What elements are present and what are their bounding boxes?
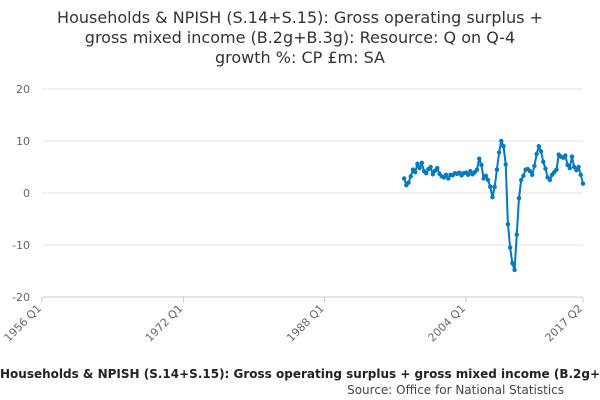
- data-point[interactable]: [477, 156, 482, 161]
- data-point[interactable]: [419, 160, 424, 166]
- data-point[interactable]: [424, 171, 429, 176]
- x-tick-label: 2017 Q2: [543, 302, 586, 345]
- y-tick-label: 10: [16, 135, 30, 148]
- series-line: [403, 140, 584, 271]
- data-point[interactable]: [565, 162, 570, 168]
- data-point[interactable]: [505, 222, 511, 227]
- data-point[interactable]: [576, 164, 581, 170]
- data-point[interactable]: [417, 165, 422, 171]
- data-point[interactable]: [483, 173, 489, 179]
- data-point[interactable]: [499, 138, 504, 144]
- data-point[interactable]: [490, 194, 495, 200]
- data-point[interactable]: [428, 164, 433, 170]
- x-tick-label: 2004 Q1: [426, 302, 469, 345]
- data-point[interactable]: [527, 168, 533, 174]
- data-point[interactable]: [530, 172, 535, 177]
- x-tick-label: 1972 Q1: [143, 302, 186, 345]
- grid-lines: [42, 88, 583, 298]
- chart-title-line-1: Households & NPISH (S.14+S.15): Gross op…: [57, 8, 543, 27]
- data-point[interactable]: [534, 151, 539, 157]
- data-point[interactable]: [569, 154, 575, 159]
- footer-series-label: Households & NPISH (S.14+S.15): Gross op…: [0, 366, 600, 382]
- y-axis-ticks: 20 10 0 -10 -20: [12, 83, 30, 304]
- data-point[interactable]: [512, 267, 517, 273]
- data-point[interactable]: [503, 162, 508, 167]
- data-point[interactable]: [518, 177, 524, 183]
- data-point[interactable]: [510, 261, 515, 266]
- data-point[interactable]: [507, 245, 513, 250]
- x-tick-label: 1956 Q1: [2, 302, 45, 345]
- data-point[interactable]: [435, 165, 440, 171]
- data-point[interactable]: [401, 176, 407, 181]
- y-tick-label: -20: [12, 291, 30, 304]
- data-point[interactable]: [465, 172, 471, 177]
- data-point[interactable]: [521, 173, 526, 179]
- data-point[interactable]: [406, 180, 411, 185]
- data-point[interactable]: [554, 167, 559, 172]
- footer-series-text: Households & NPISH (S.14+S.15): Gross op…: [0, 367, 600, 381]
- data-point[interactable]: [532, 163, 537, 169]
- data-point[interactable]: [479, 162, 484, 168]
- data-point[interactable]: [516, 196, 522, 201]
- chart-title-line-2: gross mixed income (B.2g+B.3g): Resource…: [84, 28, 516, 47]
- data-point[interactable]: [446, 176, 451, 181]
- x-axis-ticks: 1956 Q1 1972 Q1 1988 Q1 2004 Q1 2017 Q2: [2, 302, 586, 345]
- data-point[interactable]: [541, 159, 546, 164]
- data-point[interactable]: [492, 184, 497, 189]
- data-point[interactable]: [485, 177, 491, 183]
- data-point[interactable]: [538, 149, 544, 154]
- data-point[interactable]: [494, 167, 500, 172]
- data-point[interactable]: [443, 172, 449, 177]
- data-point[interactable]: [468, 168, 473, 174]
- data-point[interactable]: [574, 167, 579, 173]
- footer-source-text: Source: Office for National Statistics: [347, 383, 564, 397]
- data-point[interactable]: [578, 172, 583, 177]
- data-point[interactable]: [547, 177, 553, 183]
- data-point[interactable]: [412, 170, 418, 175]
- y-tick-label: -10: [12, 239, 30, 252]
- chart-title-line-3: growth %: CP £m: SA: [215, 48, 385, 67]
- y-tick-label: 20: [16, 83, 30, 96]
- data-point[interactable]: [496, 150, 502, 155]
- data-point[interactable]: [536, 144, 542, 149]
- chart-title: Households & NPISH (S.14+S.15): Gross op…: [0, 8, 600, 68]
- data-point[interactable]: [488, 184, 493, 189]
- data-point[interactable]: [571, 164, 577, 170]
- data-point[interactable]: [430, 172, 436, 177]
- data-point[interactable]: [543, 166, 548, 171]
- x-tick-label: 1988 Q1: [284, 302, 327, 345]
- data-point[interactable]: [474, 167, 480, 172]
- axes: [41, 296, 584, 303]
- data-point[interactable]: [563, 153, 568, 158]
- data-point[interactable]: [415, 161, 420, 167]
- data-point[interactable]: [501, 144, 506, 149]
- footer-source: Source: Office for National Statistics: [0, 382, 600, 398]
- y-tick-label: 0: [23, 187, 30, 200]
- data-point[interactable]: [408, 174, 413, 179]
- data-point[interactable]: [514, 232, 519, 237]
- data-point[interactable]: [580, 181, 586, 186]
- series: [401, 138, 586, 273]
- data-point[interactable]: [567, 165, 572, 171]
